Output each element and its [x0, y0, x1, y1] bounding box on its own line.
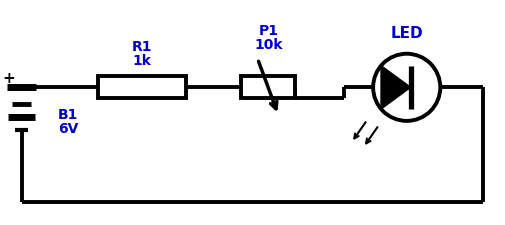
Circle shape — [373, 54, 440, 121]
Bar — [241, 76, 295, 98]
Text: 1k: 1k — [133, 54, 152, 68]
Bar — [97, 76, 186, 98]
Text: 6V: 6V — [58, 122, 78, 136]
Text: LED: LED — [390, 26, 423, 41]
Text: +: + — [3, 71, 15, 86]
Text: B1: B1 — [58, 108, 78, 122]
Text: P1: P1 — [259, 24, 278, 38]
Text: R1: R1 — [132, 40, 153, 54]
Text: 10k: 10k — [254, 38, 283, 52]
Polygon shape — [381, 65, 411, 109]
